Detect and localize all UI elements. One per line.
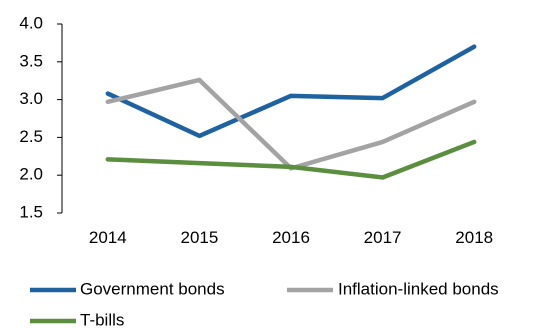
legend-label: Government bonds (80, 279, 225, 298)
y-tick-label: 2.0 (19, 165, 43, 184)
legend-item-government-bonds: Government bonds (30, 279, 225, 298)
legend: Government bonds Inflation-linked bonds … (30, 279, 499, 329)
legend-label: Inflation-linked bonds (338, 279, 499, 298)
y-tick-label: 3.5 (19, 51, 43, 70)
y-axis-tick-marks (57, 23, 62, 214)
x-tick-label: 2016 (272, 228, 310, 247)
x-tick-label: 2017 (364, 228, 402, 247)
x-tick-label: 2015 (180, 228, 218, 247)
y-axis-ticks: 4.0 3.5 3.0 2.5 2.0 1.5 (19, 13, 43, 221)
x-tick-label: 2018 (455, 228, 493, 247)
x-tick-label: 2014 (89, 228, 127, 247)
x-axis-ticks: 2014 2015 2016 2017 2018 (89, 228, 493, 247)
y-tick-label: 2.5 (19, 127, 43, 146)
legend-item-inflation-linked-bonds: Inflation-linked bonds (287, 279, 499, 298)
y-tick-label: 4.0 (19, 13, 43, 32)
series-line-government-bonds (105, 44, 477, 139)
y-tick-label: 1.5 (19, 202, 43, 221)
series-line-inflation-linked-bonds (105, 77, 477, 171)
legend-item-t-bills: T-bills (30, 310, 124, 329)
y-tick-label: 3.0 (19, 89, 43, 108)
legend-label: T-bills (80, 310, 124, 329)
series-line-t-bills (105, 139, 477, 180)
series-lines (105, 44, 477, 180)
